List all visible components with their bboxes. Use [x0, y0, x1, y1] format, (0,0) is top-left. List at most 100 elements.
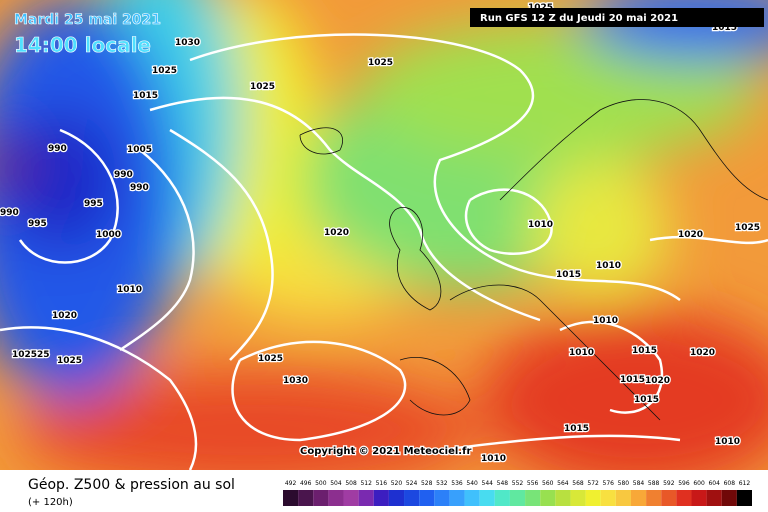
isobar-label: 995: [28, 219, 47, 229]
scale-swatch: [661, 490, 677, 506]
scale-label: 552: [512, 480, 524, 487]
isobar-label: 1025: [250, 82, 275, 92]
isobar-label: 1025: [57, 356, 82, 366]
scale-swatch: [691, 490, 707, 506]
scale-label: 596: [678, 480, 690, 487]
isobar-label: 1020: [52, 311, 77, 321]
scale-swatch: [525, 490, 541, 506]
scale-label: 612: [739, 480, 751, 487]
scale-swatch: [464, 490, 480, 506]
scale-swatch: [419, 490, 435, 506]
scale-swatch: [373, 490, 389, 506]
isobar-label: 1010: [593, 316, 618, 326]
isobars: [0, 33, 768, 470]
scale-swatch: [298, 490, 314, 506]
scale-label: 528: [421, 480, 433, 487]
scale-label: 592: [663, 480, 675, 487]
isobar-label: 1025: [735, 223, 760, 233]
scale-swatch: [706, 490, 722, 506]
scale-label: 496: [300, 480, 312, 487]
isobar-label: 1015: [620, 375, 645, 385]
isobar-label: 1000: [96, 230, 121, 240]
isobar-label: 1010: [117, 285, 142, 295]
scale-label: 588: [648, 480, 660, 487]
scale-label: 536: [451, 480, 463, 487]
scale-swatch: [313, 490, 329, 506]
isobar-label: 1015: [634, 395, 659, 405]
isobar-label: 1010: [569, 348, 594, 358]
scale-label: 564: [557, 480, 569, 487]
isobar-label: 1030: [283, 376, 308, 386]
scale-label: 492: [285, 480, 297, 487]
scale-swatch: [570, 490, 586, 506]
scale-swatch: [585, 490, 601, 506]
scale-swatch: [509, 490, 526, 506]
scale-label: 548: [497, 480, 509, 487]
scale-label: 580: [618, 480, 630, 487]
isobar-labels: 1030 1025 1015 1025 1025 990 1005 990 990 995 990 9…: [0, 2, 761, 466]
isobar-label: 990: [0, 208, 19, 218]
scale-swatch: [343, 490, 359, 506]
isobar-label: 1025: [152, 66, 177, 76]
scale-label: 584: [633, 480, 645, 487]
copyright: Copyright © 2021 Meteociel.fr: [300, 446, 471, 457]
isobar-label: 1015: [133, 91, 158, 101]
isobar-label: 1020: [690, 348, 715, 358]
scale-label: 532: [436, 480, 448, 487]
isobar-label: 1010: [715, 437, 740, 447]
scale-label: 504: [330, 480, 342, 487]
scale-label: 516: [376, 480, 388, 487]
isobar-label: 1010: [481, 454, 506, 464]
scale-swatch: [494, 490, 510, 506]
scale-swatch: [646, 490, 662, 506]
isobar-label: 1005: [127, 145, 152, 155]
scale-label: 600: [693, 480, 705, 487]
scale-label: 512: [360, 480, 372, 487]
scale-swatch: [721, 490, 737, 506]
isobar-label: 1015: [632, 346, 657, 356]
isobar-label: 1030: [175, 38, 200, 48]
scale-swatch: [615, 490, 631, 506]
isobar-label: 1015: [564, 424, 589, 434]
scale-swatch: [328, 490, 344, 506]
run-box: [470, 8, 764, 27]
isobar-label: 1020: [645, 376, 670, 386]
scale-label: 576: [603, 480, 615, 487]
scale-label: 568: [572, 480, 584, 487]
scale-label: 540: [466, 480, 478, 487]
scale-swatch: [600, 490, 616, 506]
isobar-label: 990: [114, 170, 133, 180]
scale-swatch: [479, 490, 495, 506]
isobar-label: 1025: [368, 58, 393, 68]
scale-swatch: [630, 490, 647, 506]
run-info: Run GFS 12 Z du Jeudi 20 mai 2021: [480, 13, 678, 24]
scale-swatch: [555, 490, 571, 506]
scale-label: 544: [482, 480, 494, 487]
scale-label: 608: [724, 480, 736, 487]
scale-swatch: [540, 490, 556, 506]
scale-label: 604: [708, 480, 720, 487]
scale-label: 572: [587, 480, 599, 487]
isobar-label: 990: [130, 183, 149, 193]
isobar-label: 1010: [528, 220, 553, 230]
isobar-label: 1015: [556, 270, 581, 280]
lead-time: (+ 120h): [28, 497, 73, 508]
scale-swatch: [388, 490, 405, 506]
scale-swatch: [449, 490, 465, 506]
local-time: 14:00 locale: [14, 33, 151, 57]
isobar-label: 995: [84, 199, 103, 209]
scale-label: 524: [406, 480, 418, 487]
scale-swatch: [283, 490, 299, 506]
color-scale: 492 496 500 504 508 512 516 520 524 528 532 536 540 5…: [283, 480, 752, 506]
footer-title: Géop. Z500 & pression au sol: [28, 477, 235, 493]
scale-label: 520: [391, 480, 403, 487]
scale-label: 508: [345, 480, 357, 487]
scale-label: 556: [527, 480, 539, 487]
scale-swatch: [358, 490, 374, 506]
scale-swatch: [736, 490, 752, 506]
isobar-label: 1010: [596, 261, 621, 271]
isobar-label: 1020: [324, 228, 349, 238]
date: Mardi 25 mai 2021: [14, 12, 161, 28]
scale-swatch: [404, 490, 420, 506]
